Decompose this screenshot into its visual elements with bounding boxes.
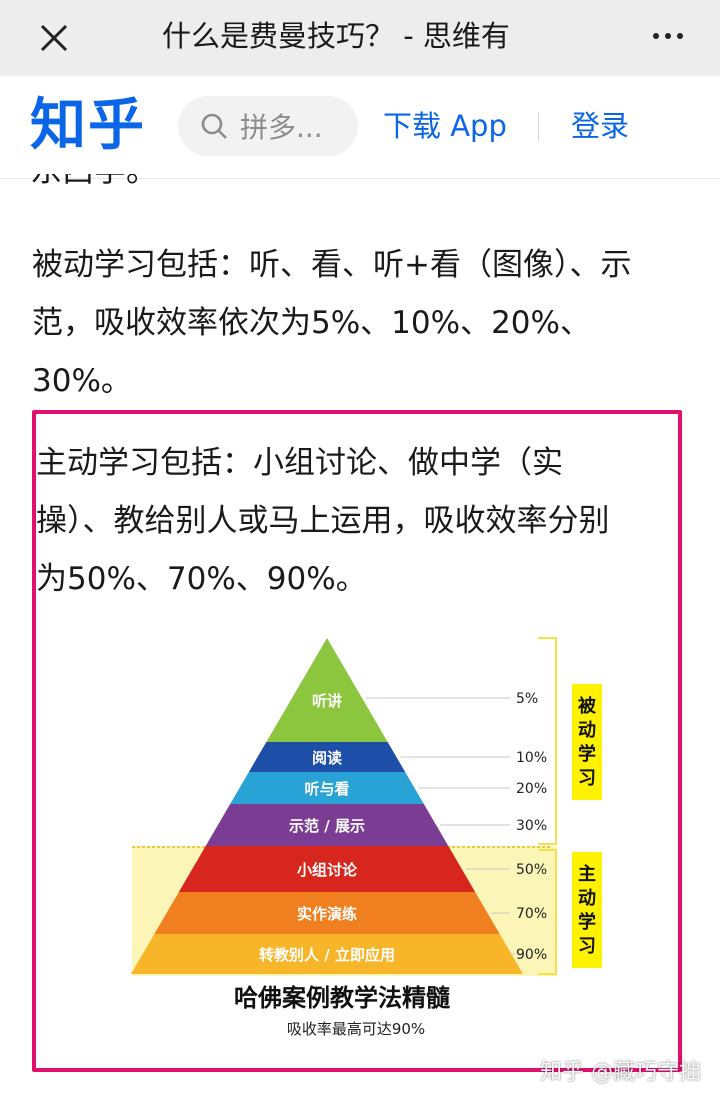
pyramid-layer-label: 实作演练: [297, 905, 357, 923]
pyramid-layer: [248, 742, 406, 772]
percent-label: 50%: [516, 862, 547, 878]
percent-label: 20%: [516, 781, 547, 797]
more-button[interactable]: [640, 16, 696, 56]
paragraph-line: 范，吸收效率依次为5%、10%、20%、: [32, 305, 591, 341]
browser-top-bar: 什么是费曼技巧？ - 思维有: [0, 0, 720, 76]
watermark: 知乎 @藏巧守拙: [540, 1060, 701, 1085]
zhihu-logo[interactable]: 知乎: [30, 93, 146, 158]
active-learning-paragraph: 主动学习包括：小组讨论、做中学（实 操）、教给别人或马上运用，吸收效率分别 为5…: [36, 434, 676, 608]
passive-tag-box: [572, 684, 602, 800]
passive-tag: 被动学习: [578, 695, 597, 789]
close-button[interactable]: [34, 18, 74, 58]
active-bracket: [538, 849, 557, 975]
paragraph-line: 主动学习包括：小组讨论、做中学（实: [36, 445, 563, 481]
pyramid-layer: [154, 892, 500, 934]
paragraph-line: 30%。: [32, 363, 132, 399]
highlight-frame: [32, 410, 682, 1072]
pyramid-layer: [266, 638, 388, 742]
pyramid-layer: [205, 804, 449, 846]
percent-label: 70%: [516, 906, 547, 922]
active-tag-box: [572, 852, 602, 968]
pyramid-layer-label: 转教别人 / 立即应用: [259, 946, 395, 964]
paragraph-line: 操）、教给别人或马上运用，吸收效率分别: [36, 503, 610, 539]
page-title: 什么是费曼技巧？ - 思维有: [162, 19, 510, 53]
zhihu-header: 知乎 拼多... 下载 App 登录: [0, 76, 720, 179]
pyramid-layer-label: 示范 / 展示: [289, 817, 365, 835]
percent-label: 90%: [516, 947, 547, 963]
pyramid-layer: [131, 934, 523, 974]
login-link[interactable]: 登录: [571, 109, 630, 143]
pyramid-layer-label: 阅读: [312, 749, 342, 767]
close-icon: [40, 24, 68, 52]
pyramid-layer-label: 听讲: [312, 692, 342, 710]
passive-learning-paragraph: 被动学习包括：听、看、听+看（图像）、示 范，吸收效率依次为5%、10%、20%…: [32, 236, 692, 410]
passive-bracket: [538, 637, 557, 845]
paragraph-line: 为50%、70%、90%。: [36, 561, 367, 597]
divider: [538, 112, 539, 142]
pyramid-layer-label: 听与看: [304, 780, 349, 798]
paragraph-line: 被动学习包括：听、看、听+看（图像）、示: [32, 247, 632, 283]
more-icon: [653, 33, 659, 39]
figure-subtitle: 吸收率最高可达90%: [287, 1020, 425, 1038]
percent-label: 10%: [516, 750, 547, 766]
search-placeholder: 拼多...: [240, 111, 323, 144]
pyramid-layer: [230, 772, 424, 804]
pyramid-layer: [178, 846, 476, 892]
figure-title: 哈佛案例教学法精髓: [234, 984, 451, 1012]
percent-label: 30%: [516, 818, 547, 834]
pyramid-layer-label: 小组讨论: [297, 861, 358, 879]
download-app-link[interactable]: 下载 App: [383, 109, 507, 143]
active-tag: 主动学习: [578, 863, 596, 957]
percent-label: 5%: [516, 691, 538, 707]
cut-off-text: 东西学。: [30, 174, 158, 190]
search-box[interactable]: 拼多...: [178, 96, 358, 156]
search-icon: [201, 113, 227, 139]
